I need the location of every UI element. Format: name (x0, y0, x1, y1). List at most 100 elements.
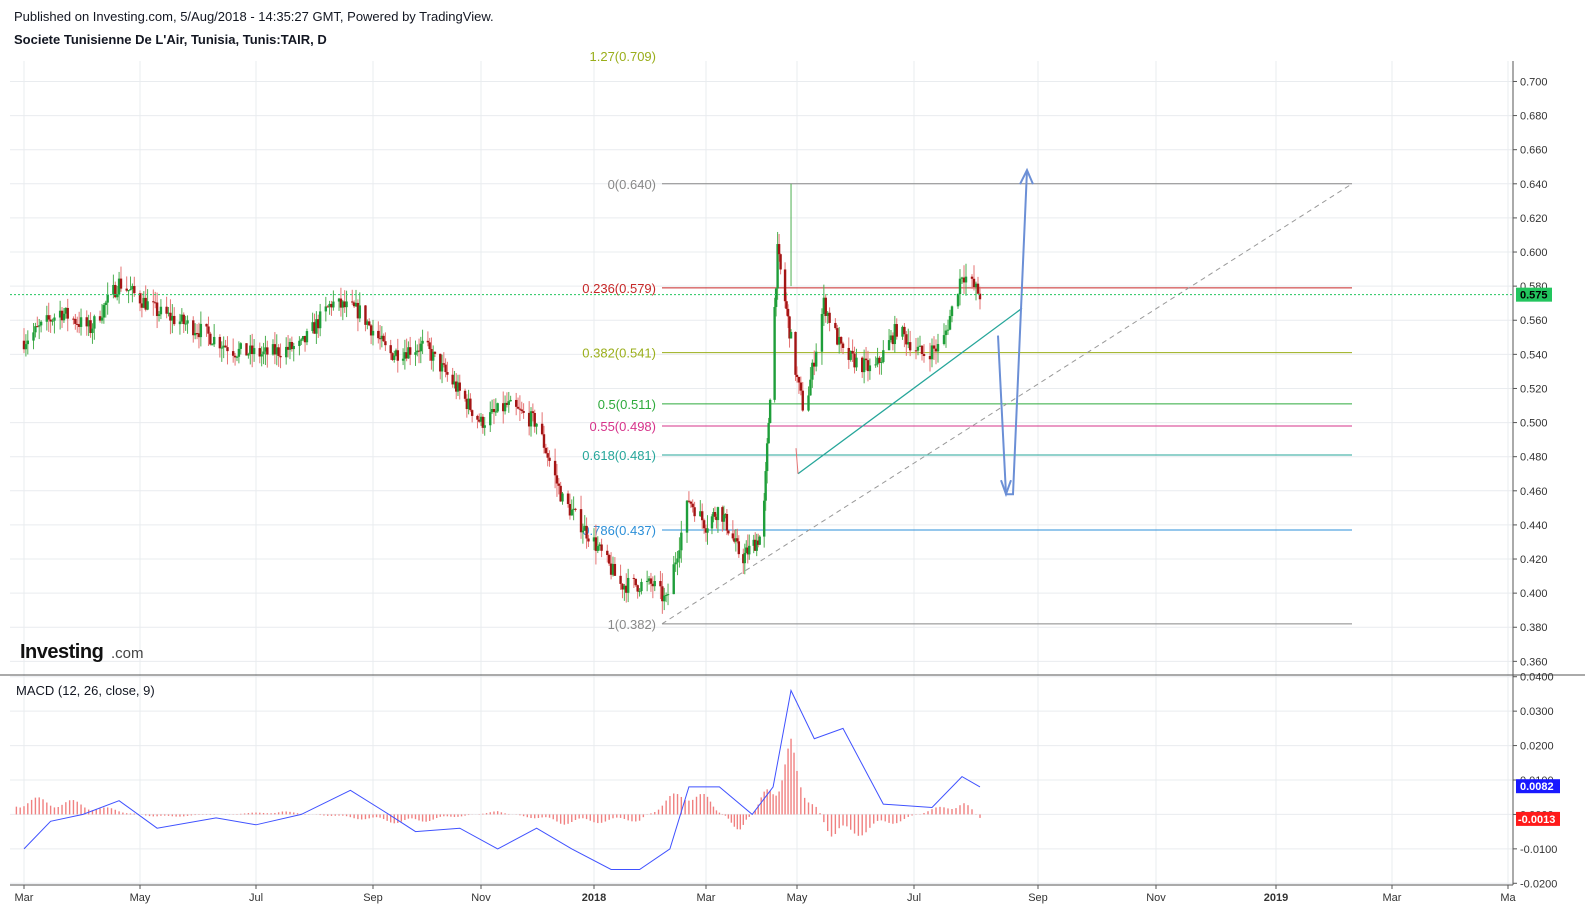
candle-body (555, 475, 559, 484)
candle (326, 305, 329, 308)
candle (330, 300, 333, 316)
candle-body (51, 320, 54, 322)
hist-value-label: -0.0013 (1518, 814, 1555, 826)
candle-body (715, 516, 718, 521)
candle (224, 339, 227, 348)
candle (893, 315, 897, 353)
candle-body (154, 302, 157, 304)
candle (820, 308, 824, 365)
candle-body (607, 555, 611, 564)
y-tick-label: 0.600 (1520, 247, 1548, 259)
candle-body (38, 325, 41, 327)
candle (39, 320, 43, 333)
candle-body (725, 513, 729, 531)
candle-body (518, 408, 522, 410)
candle (680, 520, 683, 563)
candle (561, 491, 564, 505)
candle-body (928, 356, 932, 360)
macd-value-label: 0.0082 (1520, 781, 1554, 793)
candle (958, 269, 962, 306)
candle-body (478, 419, 481, 422)
candle-body (765, 443, 769, 472)
candle-body (579, 509, 583, 533)
candle (522, 403, 525, 419)
candle-body (209, 333, 212, 345)
candle (834, 318, 837, 330)
candle (788, 315, 791, 348)
candle (647, 575, 651, 585)
candle (171, 304, 174, 334)
candle-body (691, 503, 694, 508)
candle-body (433, 351, 437, 354)
candle (76, 316, 79, 333)
candle (795, 366, 799, 383)
candle-body (339, 298, 343, 308)
candle-body (632, 577, 636, 579)
candle-body (746, 547, 749, 555)
candle (205, 323, 208, 337)
candle (49, 314, 52, 333)
candle-body (789, 331, 793, 339)
candle-body (467, 398, 470, 410)
candle (581, 523, 585, 544)
candle (391, 352, 394, 362)
candle (119, 266, 123, 292)
candle (165, 296, 168, 319)
candle-body (129, 289, 132, 291)
candle-body (275, 347, 278, 355)
candle-body (106, 294, 109, 303)
candle (298, 336, 301, 356)
candle (207, 316, 210, 346)
candle (152, 289, 155, 316)
candle-body (326, 306, 329, 308)
candle (976, 276, 980, 295)
published-line: Published on Investing.com, 5/Aug/2018 -… (14, 9, 494, 24)
candle (494, 398, 498, 416)
candle (724, 513, 727, 519)
candle-body (922, 353, 926, 357)
candle-body (788, 316, 791, 339)
candle (974, 281, 978, 301)
candle-body (377, 330, 380, 339)
candle-body (868, 365, 872, 372)
candle (377, 321, 380, 344)
candle (645, 570, 649, 592)
x-tick-label: Sep (363, 892, 383, 904)
candle (920, 345, 924, 361)
y-tick-label: 0.620 (1520, 213, 1548, 225)
candle-body (371, 330, 375, 336)
candle-body (455, 381, 458, 392)
fib-level-label: 0.382(0.541) (582, 346, 656, 361)
candle-body (757, 540, 760, 545)
candle-body (752, 539, 755, 546)
candle-body (318, 311, 322, 329)
candle (839, 336, 843, 352)
candle (509, 395, 512, 402)
candle (444, 358, 447, 378)
candle (416, 344, 419, 357)
x-tick-label: 2019 (1264, 892, 1288, 904)
candle-body (405, 352, 408, 359)
fib-level-label: 0.786(0.437) (582, 523, 656, 538)
candle (922, 344, 926, 363)
candle-body (233, 355, 237, 358)
candle (745, 540, 748, 553)
candle (691, 499, 694, 513)
candle (746, 534, 749, 564)
x-tick-label: Mar (1383, 892, 1402, 904)
candle (186, 315, 189, 334)
candle-body (837, 337, 841, 345)
candle (824, 294, 827, 323)
fib-level-label: 1(0.382) (608, 617, 656, 632)
candle (876, 347, 879, 368)
candle-body (292, 346, 295, 350)
candle-body (408, 347, 412, 355)
candle-body (678, 550, 681, 559)
candle-body (288, 342, 292, 350)
candle (623, 583, 626, 601)
candle (222, 336, 225, 359)
candle-body (366, 321, 369, 325)
candle (742, 548, 745, 574)
candle-body (685, 500, 689, 533)
